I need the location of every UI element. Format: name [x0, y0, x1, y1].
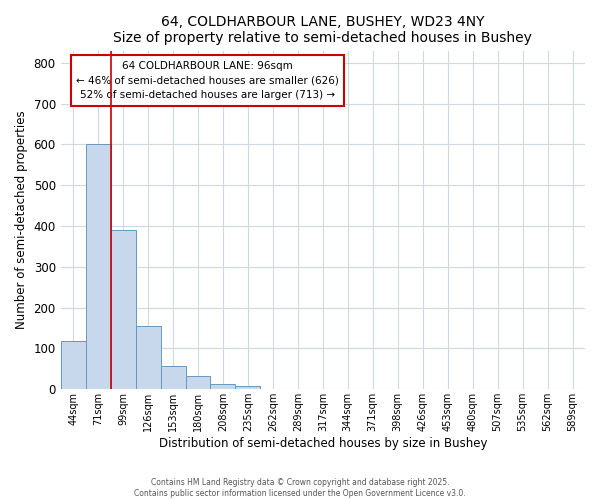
- Bar: [61, 341, 86, 390]
- Bar: [110, 230, 136, 390]
- Y-axis label: Number of semi-detached properties: Number of semi-detached properties: [15, 110, 28, 329]
- Bar: [161, 366, 185, 390]
- Bar: [136, 326, 161, 390]
- Bar: [86, 144, 110, 390]
- Text: 64 COLDHARBOUR LANE: 96sqm
← 46% of semi-detached houses are smaller (626)
52% o: 64 COLDHARBOUR LANE: 96sqm ← 46% of semi…: [76, 60, 339, 100]
- Bar: [211, 384, 235, 390]
- Text: Contains HM Land Registry data © Crown copyright and database right 2025.
Contai: Contains HM Land Registry data © Crown c…: [134, 478, 466, 498]
- Bar: [235, 386, 260, 390]
- X-axis label: Distribution of semi-detached houses by size in Bushey: Distribution of semi-detached houses by …: [158, 437, 487, 450]
- Bar: [185, 376, 211, 390]
- Title: 64, COLDHARBOUR LANE, BUSHEY, WD23 4NY
Size of property relative to semi-detache: 64, COLDHARBOUR LANE, BUSHEY, WD23 4NY S…: [113, 15, 532, 45]
